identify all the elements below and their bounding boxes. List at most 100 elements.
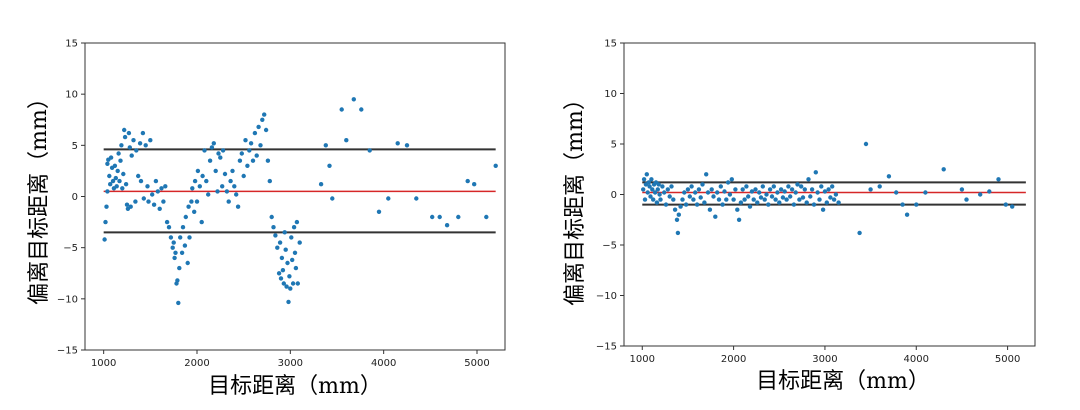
data-point-right-38	[691, 197, 696, 202]
data-point-right-109	[820, 207, 826, 212]
data-point-left-128	[284, 284, 289, 289]
data-point-left-151	[376, 209, 382, 214]
data-point-right-98	[800, 195, 806, 200]
data-point-left-21	[121, 171, 126, 177]
data-point-left-10	[110, 178, 116, 184]
data-point-right-25	[669, 184, 674, 189]
data-point-left-28	[127, 145, 132, 150]
data-point-left-159	[456, 214, 461, 220]
data-point-right-87	[780, 195, 786, 200]
data-point-left-134	[290, 257, 295, 263]
data-point-right-120	[868, 187, 873, 192]
data-point-right-103	[809, 187, 815, 192]
data-point-left-163	[493, 163, 498, 168]
data-point-left-16	[116, 151, 121, 156]
data-point-left-14	[114, 184, 119, 189]
data-point-right-52	[716, 197, 722, 202]
data-point-left-52	[166, 225, 172, 230]
data-point-right-114	[830, 184, 835, 189]
data-point-right-62	[735, 207, 740, 212]
data-point-right-53	[718, 184, 723, 189]
data-point-right-118	[857, 230, 862, 236]
data-point-left-96	[232, 184, 237, 189]
data-point-left-23	[122, 134, 128, 140]
y-tick-label-right-2: −5	[602, 241, 617, 252]
data-point-left-59	[175, 278, 180, 283]
data-point-left-90	[220, 148, 226, 153]
y-tick-label-left-1: −10	[57, 294, 78, 305]
data-point-left-29	[128, 204, 133, 209]
data-point-left-32	[133, 199, 138, 204]
data-point-right-94	[793, 190, 798, 195]
data-point-left-129	[285, 260, 290, 266]
data-point-right-49	[711, 194, 716, 199]
data-point-left-104	[247, 148, 252, 153]
data-point-right-34	[683, 202, 689, 207]
data-point-left-48	[159, 186, 164, 191]
data-point-left-64	[180, 225, 186, 230]
data-point-right-64	[738, 200, 744, 205]
data-point-right-126	[914, 202, 919, 207]
data-point-left-125	[281, 281, 286, 286]
data-point-left-122	[278, 276, 284, 281]
data-point-left-127	[283, 247, 288, 252]
data-point-left-47	[157, 206, 162, 211]
x-tick-label-right-3: 4000	[904, 354, 929, 365]
data-point-left-94	[228, 178, 233, 184]
y-ticks-right: −15 −10 −5 0 5 10 15	[596, 39, 624, 353]
data-point-right-133	[996, 177, 1001, 182]
data-point-left-116	[269, 214, 274, 220]
data-point-right-28	[674, 217, 680, 222]
data-point-left-139	[294, 219, 300, 225]
x-axis-title-left: 目标距离（mm）	[208, 374, 382, 399]
data-point-left-40	[145, 184, 150, 189]
data-point-right-51	[715, 190, 720, 195]
data-point-left-6	[107, 173, 112, 179]
data-point-left-119	[275, 245, 280, 250]
data-point-right-90	[786, 184, 791, 189]
data-point-left-110	[258, 143, 263, 148]
data-point-right-91	[788, 194, 793, 199]
data-point-left-79	[202, 148, 207, 153]
y-tick-label-left-3: 0	[72, 192, 78, 203]
data-point-right-129	[959, 187, 965, 192]
data-point-left-145	[330, 196, 335, 201]
data-point-right-5	[645, 190, 650, 195]
data-point-left-97	[234, 192, 239, 197]
data-point-left-115	[267, 178, 272, 184]
data-point-left-84	[211, 141, 216, 146]
data-point-right-45	[704, 172, 709, 177]
data-point-left-133	[289, 235, 294, 240]
data-point-left-60	[176, 300, 181, 306]
data-point-left-136	[291, 225, 297, 230]
data-point-right-76	[760, 184, 765, 189]
data-point-right-7	[647, 184, 652, 189]
data-point-left-68	[186, 204, 191, 209]
data-point-right-127	[923, 190, 928, 195]
data-point-left-141	[297, 240, 302, 245]
data-point-left-45	[153, 178, 159, 184]
data-point-right-58	[727, 192, 733, 197]
data-point-left-67	[185, 260, 190, 266]
data-point-right-63	[736, 217, 742, 222]
data-point-right-36	[687, 194, 692, 199]
data-point-left-95	[230, 168, 235, 174]
data-point-left-82	[207, 158, 213, 163]
data-point-right-83	[773, 197, 778, 202]
x-tick-label-left-0: 1000	[91, 358, 116, 369]
x-axis-title-right: 目标距离（mm）	[756, 369, 930, 394]
data-point-right-47	[707, 207, 713, 212]
data-point-left-117	[271, 225, 276, 230]
chart-right: 1000 2000 3000 4000 5000 −15 −10 −5 0 5 10 15 目标距离…	[563, 39, 1036, 394]
data-point-left-150	[367, 148, 372, 153]
data-point-left-56	[172, 255, 177, 261]
y-tick-label-right-1: −10	[596, 291, 617, 302]
data-point-left-153	[395, 141, 400, 146]
data-point-right-42	[698, 195, 703, 200]
data-point-right-68	[746, 194, 751, 199]
data-point-left-147	[344, 138, 349, 143]
data-point-right-31	[678, 204, 683, 209]
y-tick-label-left-0: −15	[57, 346, 78, 357]
data-point-right-77	[762, 197, 767, 202]
data-point-left-37	[140, 130, 146, 136]
